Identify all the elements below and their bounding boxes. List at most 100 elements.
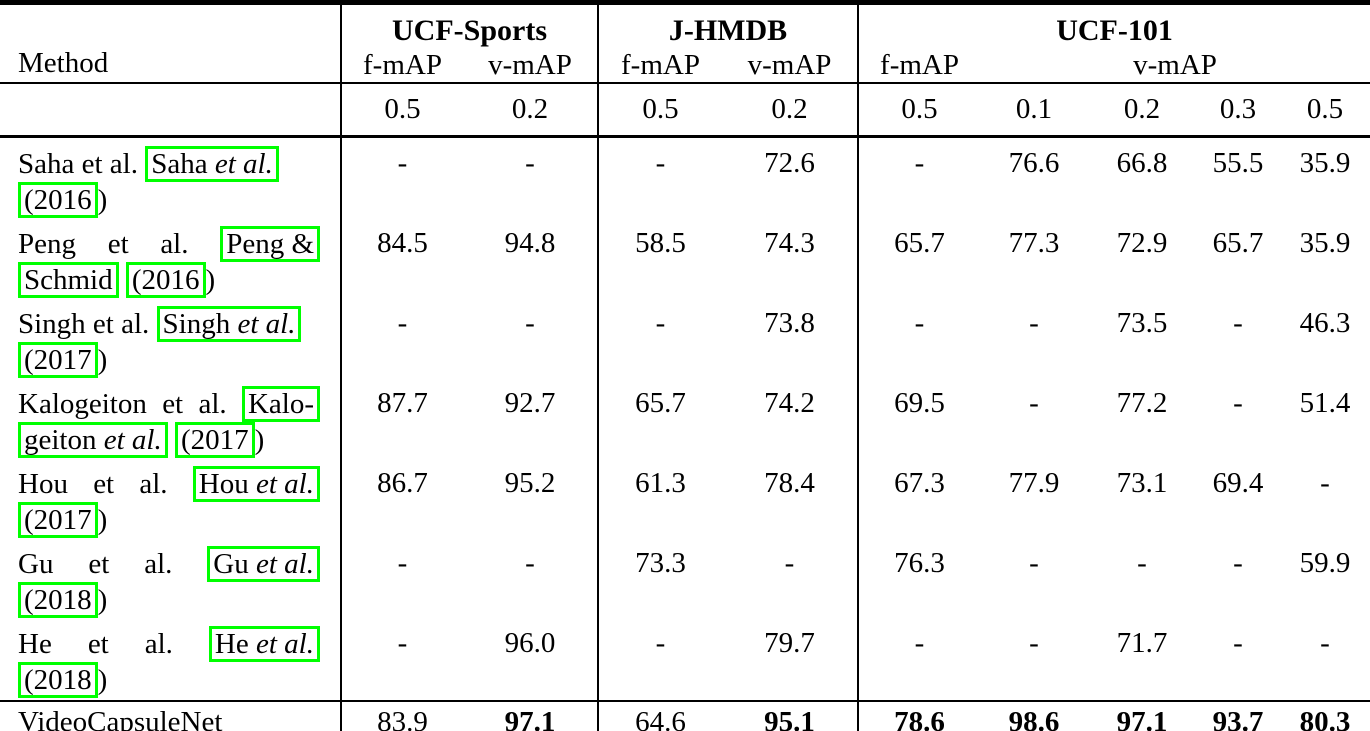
method-text: Gu et al. — [18, 548, 208, 580]
value-cell: - — [463, 136, 599, 218]
value-cell: 94.8 — [463, 218, 599, 298]
value-cell: 67.3 — [894, 467, 945, 499]
method-line: Schmid (2016) — [18, 262, 320, 298]
method-line: Hou et al. Hou et al. — [18, 466, 320, 502]
method-text: Peng et al. — [18, 228, 221, 260]
threshold: 0.2 — [1088, 82, 1197, 138]
citation-link-box[interactable]: (2017 — [18, 502, 98, 538]
value-cell: 96.0 — [463, 618, 599, 701]
threshold: 0.5 — [858, 82, 981, 138]
citation-text: He — [214, 628, 256, 660]
citation-link-box[interactable]: (2017 — [175, 422, 255, 458]
citation-text: Saha — [151, 148, 215, 180]
value-cell: 69.5 — [894, 387, 945, 419]
citation-link-box[interactable]: Saha et al. — [145, 146, 279, 182]
citation-link-box[interactable]: (2016 — [18, 182, 98, 218]
value-cell: - — [1233, 387, 1243, 419]
value-cell: 72.6 — [722, 136, 860, 218]
method-text: Saha et al. — [18, 148, 146, 180]
citation-text: (2018 — [24, 584, 92, 616]
value-cell: 51.4 — [1299, 387, 1351, 419]
method-text — [168, 424, 175, 456]
value-cell: - — [914, 627, 925, 659]
value-cell: - — [1029, 547, 1039, 579]
value-cell: 77.2 — [1116, 387, 1168, 419]
method-cell: Gu et al. Gu et al. (2018) — [0, 538, 342, 618]
citation-link-box[interactable]: Kalo- — [241, 386, 320, 422]
value-cell: 77.3 — [1008, 227, 1060, 259]
citation-link-box[interactable]: Hou et al. — [192, 466, 320, 502]
citation-text: Hou — [198, 468, 256, 500]
value-cell: 35.9 — [1299, 227, 1351, 259]
value-cell: - — [463, 298, 599, 378]
citation-link-box[interactable]: Peng & — [220, 226, 320, 262]
group-header-ucf-sports: UCF-Sports — [341, 2, 599, 48]
citation-text: Kalo- — [247, 388, 314, 420]
citation-text: (2016 — [24, 184, 92, 216]
value-cell: 73.5 — [1116, 307, 1168, 339]
group-header-row: Method UCF-Sports J-HMDB UCF-101 — [0, 2, 1370, 84]
value-cell: - — [397, 147, 408, 179]
value-cell: - — [1233, 307, 1243, 339]
value-cell: 59.9 — [1299, 547, 1351, 579]
method-row: Hou et al. Hou et al. (2017) 86.7 95.2 61.3 7… — [0, 458, 1370, 538]
threshold: 0.1 — [980, 82, 1089, 138]
metric-label: f-mAP — [858, 47, 981, 84]
method-line: (2016) — [18, 182, 320, 218]
value-cell: 84.5 — [377, 227, 428, 259]
method-text: ) — [97, 584, 108, 616]
metric-label: f-mAP — [598, 47, 722, 84]
value-cell: 95.1 — [722, 700, 860, 731]
citation-link-box[interactable]: Singh et al. — [156, 306, 302, 342]
method-cell: Hou et al. Hou et al. (2017) — [0, 458, 342, 538]
threshold: 0.5 — [598, 82, 722, 138]
citation-text: et al. — [256, 468, 314, 500]
value-cell: 65.7 — [894, 227, 945, 259]
value-cell: 86.7 — [377, 467, 428, 499]
method-cell: VideoCapsuleNet — [0, 700, 342, 731]
citation-text: (2017 — [24, 504, 92, 536]
value-cell: 64.6 — [598, 700, 722, 731]
value-cell: 58.5 — [635, 227, 686, 259]
citation-link-box[interactable]: Gu et al. — [207, 546, 320, 582]
group-header-ucf101: UCF-101 — [1056, 13, 1173, 47]
method-line: (2018) — [18, 662, 320, 698]
method-row: Saha et al. Saha et al. (2016) - - -72.6-76.… — [0, 136, 1370, 218]
value-cell: 74.2 — [722, 378, 860, 458]
citation-link-box[interactable]: (2016 — [125, 262, 206, 298]
value-cell: - — [1029, 627, 1039, 659]
method-cell: Peng et al. Peng & Schmid (2016) — [0, 218, 342, 298]
citation-link-box[interactable]: (2018 — [18, 582, 98, 618]
value-cell: 95.2 — [463, 458, 599, 538]
citation-link-box[interactable]: (2017 — [18, 342, 98, 378]
citation-text: et al. — [256, 628, 314, 660]
citation-link-box[interactable]: Schmid — [18, 262, 119, 298]
citation-text: Singh — [162, 308, 238, 340]
value-cell: 61.3 — [635, 467, 686, 499]
method-line: geiton et al. (2017) — [18, 422, 320, 458]
citation-link-box[interactable]: (2018 — [18, 662, 98, 698]
value-cell: - — [655, 147, 666, 179]
citation-text: Gu — [213, 548, 256, 580]
value-cell: 74.3 — [722, 218, 860, 298]
method-line: He et al. He et al. — [18, 626, 320, 662]
method-text: Hou et al. — [18, 468, 193, 500]
value-cell: 87.7 — [377, 387, 428, 419]
method-row: He et al. He et al. (2018) -96.0-79.7- -71.… — [0, 618, 1370, 701]
value-cell: - — [397, 307, 408, 339]
value-cell: 77.9 — [1008, 467, 1060, 499]
threshold: 0.2 — [722, 82, 860, 138]
method-text: ) — [205, 264, 216, 296]
threshold-empty-cell — [0, 82, 342, 138]
value-cell: 97.1 — [463, 700, 599, 731]
value-cell: 55.5 — [1212, 147, 1264, 179]
citation-text: Schmid — [24, 264, 113, 296]
citation-link-box[interactable]: geiton et al. — [18, 422, 168, 458]
method-row: Singh et al. Singh et al. (2017) - - -73.8- -… — [0, 298, 1370, 378]
method-text: ) — [97, 184, 108, 216]
value-cell: 73.3 — [635, 547, 686, 579]
threshold-row: 0.5 0.2 0.5 0.2 0.5 0.1 0.2 0.3 0.5 — [0, 82, 1370, 138]
citation-link-box[interactable]: He et al. — [208, 626, 320, 662]
value-cell: 66.8 — [1116, 147, 1168, 179]
metric-label: v-mAP — [722, 47, 860, 84]
